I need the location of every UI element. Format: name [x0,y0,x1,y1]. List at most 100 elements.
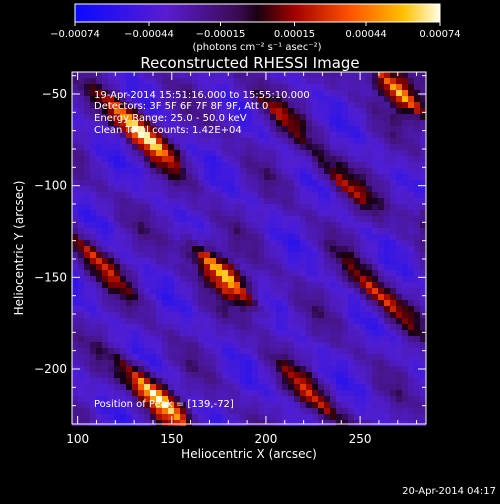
heatmap-cell [204,186,210,192]
heatmap-cell [168,186,174,192]
heatmap-cell [222,78,228,84]
heatmap-cell [210,150,216,156]
heatmap-cell [138,348,144,354]
heatmap-cell [258,270,264,276]
heatmap-cell [276,414,282,420]
heatmap-cell [192,144,198,150]
heatmap-cell [240,408,246,414]
heatmap-cell [78,300,84,306]
heatmap-cell [150,258,156,264]
heatmap-cell [90,234,96,240]
heatmap-cell [222,192,228,198]
heatmap-cell [186,336,192,342]
heatmap-cell [120,318,126,324]
heatmap-cell [348,120,354,126]
heatmap-cell [402,198,408,204]
heatmap-cell [408,168,414,174]
heatmap-cell [342,306,348,312]
heatmap-cell [180,270,186,276]
heatmap-cell [390,264,396,270]
heatmap-cell [228,336,234,342]
heatmap-cell [252,324,258,330]
heatmap-cell [198,330,204,336]
heatmap-cell [360,336,366,342]
heatmap-cell [306,258,312,264]
heatmap-cell [174,294,180,300]
heatmap-cell [234,336,240,342]
heatmap-cell [120,330,126,336]
heatmap-cell [228,300,234,306]
heatmap-cell [318,264,324,270]
heatmap-cell [276,186,282,192]
heatmap-cell [270,402,276,408]
heatmap-cell [252,132,258,138]
heatmap-cell [150,210,156,216]
heatmap-cell [336,360,342,366]
heatmap-cell [138,210,144,216]
heatmap-cell [192,216,198,222]
heatmap-cell [354,108,360,114]
heatmap-cell [234,420,240,426]
heatmap-cell [360,84,366,90]
heatmap-cell [174,270,180,276]
heatmap-image [72,72,426,426]
heatmap-cell [102,216,108,222]
heatmap-cell [132,324,138,330]
heatmap-cell [306,306,312,312]
heatmap-cell [120,276,126,282]
heatmap-cell [180,294,186,300]
heatmap-cell [390,228,396,234]
heatmap-cell [330,90,336,96]
heatmap-cell [282,324,288,330]
heatmap-cell [354,228,360,234]
heatmap-cell [366,114,372,120]
heatmap-cell [354,384,360,390]
heatmap-cell [144,210,150,216]
heatmap-cell [78,390,84,396]
heatmap-cell [102,126,108,132]
heatmap-cell [294,84,300,90]
heatmap-cell [330,414,336,420]
heatmap-cell [288,348,294,354]
heatmap-cell [120,222,126,228]
heatmap-cell [144,402,150,408]
heatmap-cell [402,282,408,288]
heatmap-cell [306,312,312,318]
heatmap-cell [402,132,408,138]
heatmap-cell [96,330,102,336]
heatmap-cell [312,156,318,162]
heatmap-cell [294,294,300,300]
heatmap-cell [384,288,390,294]
heatmap-cell [354,84,360,90]
heatmap-cell [372,372,378,378]
heatmap-cell [330,138,336,144]
heatmap-cell [366,186,372,192]
heatmap-cell [84,156,90,162]
heatmap-cell [348,126,354,132]
heatmap-cell [108,108,114,114]
heatmap-cell [138,270,144,276]
heatmap-cell [210,408,216,414]
heatmap-cell [72,204,78,210]
heatmap-cell [90,252,96,258]
heatmap-cell [162,360,168,366]
heatmap-cell [264,174,270,180]
heatmap-cell [138,372,144,378]
heatmap-cell [210,318,216,324]
heatmap-cell [396,258,402,264]
heatmap-cell [138,390,144,396]
heatmap-cell [264,372,270,378]
heatmap-cell [312,396,318,402]
heatmap-cell [354,150,360,156]
heatmap-cell [180,324,186,330]
heatmap-cell [90,312,96,318]
heatmap-cell [90,366,96,372]
heatmap-cell [384,150,390,156]
heatmap-cell [162,186,168,192]
heatmap-cell [120,354,126,360]
heatmap-cell [150,156,156,162]
heatmap-cell [342,258,348,264]
heatmap-cell [216,228,222,234]
heatmap-cell [168,96,174,102]
heatmap-cell [78,294,84,300]
